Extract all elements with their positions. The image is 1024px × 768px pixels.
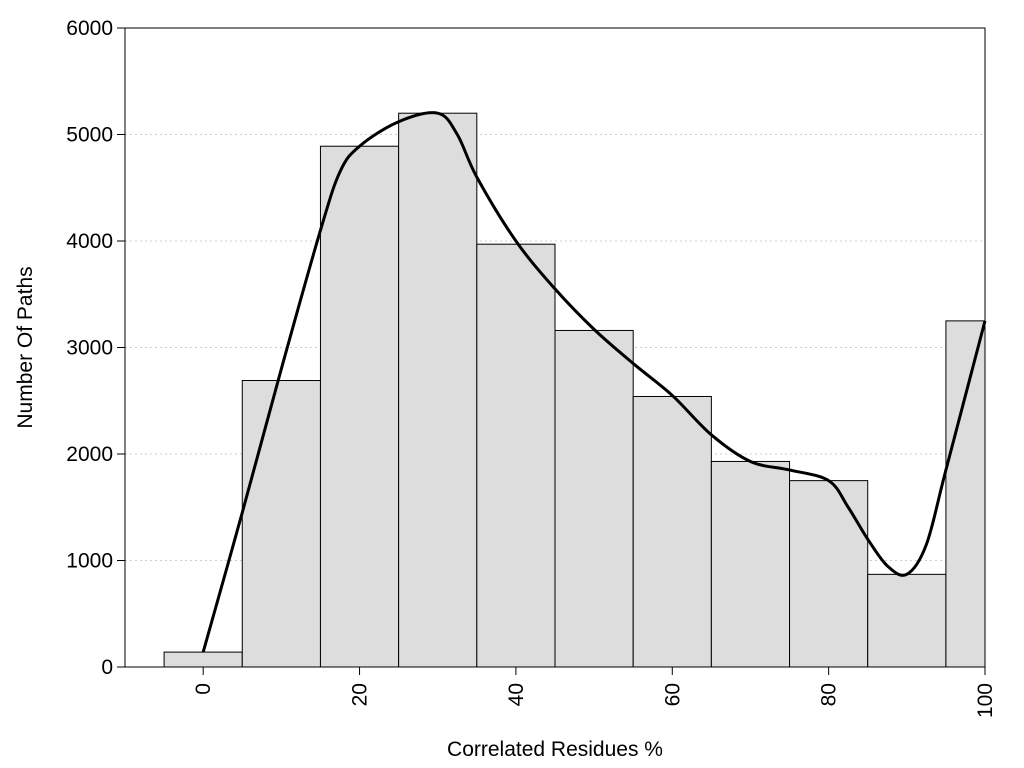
y-tick-label: 1000: [66, 550, 113, 573]
x-tick-label: 0: [192, 683, 215, 695]
histogram-bar: [945, 320, 986, 668]
histogram-bar: [632, 395, 712, 668]
histogram-bar: [867, 573, 947, 668]
y-tick-label: 4000: [66, 230, 113, 253]
histogram-bar: [710, 460, 791, 668]
y-tick-label: 0: [101, 656, 113, 679]
histogram-bar: [319, 145, 400, 668]
histogram-bar: [789, 480, 869, 668]
histogram-bar: [163, 651, 243, 668]
x-tick-label: 100: [974, 683, 997, 718]
x-axis-title: Correlated Residues %: [447, 738, 663, 761]
y-tick-label: 6000: [66, 17, 113, 40]
y-tick-label: 5000: [66, 124, 113, 147]
y-axis-title: Number Of Paths: [14, 266, 37, 428]
density-curve-layer: [201, 111, 987, 653]
y-tick-label: 3000: [66, 337, 113, 360]
x-tick-label: 20: [349, 683, 372, 706]
x-axis: 0 20 40 60 80 100: [192, 667, 997, 718]
y-tick-label: 2000: [66, 443, 113, 466]
x-tick-label: 40: [505, 683, 528, 706]
density-curve: [201, 111, 987, 653]
bars: [163, 112, 986, 668]
histogram-bar: [241, 380, 321, 668]
histogram-bar: [476, 243, 556, 668]
y-axis: 0 1000 2000 3000 4000 5000 6000: [66, 17, 125, 679]
x-tick-label: 80: [818, 683, 841, 706]
histogram-bar: [398, 112, 478, 668]
x-tick-label: 60: [661, 683, 684, 706]
histogram-bar: [554, 329, 634, 668]
